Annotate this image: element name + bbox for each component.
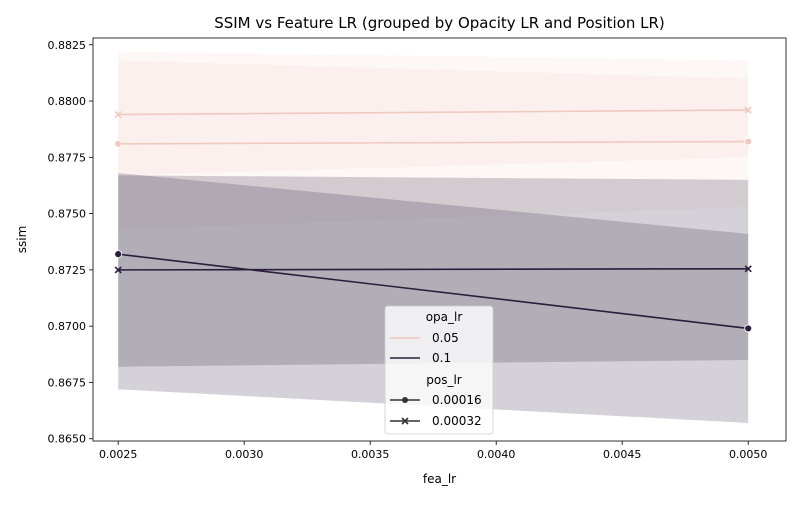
data-point-opa-0.1-pos-0.00032 bbox=[114, 266, 122, 274]
legend-style-title: pos_lr bbox=[426, 373, 462, 387]
x-tick-label: 0.0040 bbox=[477, 448, 516, 461]
y-tick-label: 0.8700 bbox=[48, 320, 87, 333]
y-tick-label: 0.8725 bbox=[48, 264, 87, 277]
data-point-opa-0.05-pos-0.00032 bbox=[114, 110, 122, 119]
y-axis-label: ssim bbox=[15, 226, 29, 254]
series-line-opa-0.05-pos-0.00016 bbox=[118, 140, 749, 145]
legend-marker-x bbox=[401, 417, 409, 425]
chart-title: SSIM vs Feature LR (grouped by Opacity L… bbox=[214, 14, 665, 32]
y-tick-label: 0.8775 bbox=[48, 151, 87, 164]
legend: opa_lr 0.05 0.1 pos_lr 0.00016 0.00032 bbox=[384, 305, 494, 435]
x-axis-ticks: 0.0025 0.0030 0.0035 0.0040 0.0045 0.0050 bbox=[99, 441, 768, 461]
confidence-bands bbox=[118, 51, 749, 423]
x-axis-label: fea_lr bbox=[423, 472, 456, 486]
data-point-opa-0.05-pos-0.00016 bbox=[114, 139, 123, 148]
series-line-opa-0.05-pos-0.00032 bbox=[118, 109, 749, 116]
legend-label-opa-0.05: 0.05 bbox=[432, 331, 459, 345]
data-point-opa-0.1-pos-0.00032 bbox=[744, 265, 752, 273]
legend-label-opa-0.1: 0.1 bbox=[432, 351, 451, 365]
data-point-opa-0.1-pos-0.00016 bbox=[744, 324, 753, 333]
x-tick-label: 0.0025 bbox=[99, 448, 138, 461]
legend-label-pos-0.00016: 0.00016 bbox=[432, 393, 482, 407]
x-tick-label: 0.0050 bbox=[729, 448, 768, 461]
y-tick-label: 0.8800 bbox=[48, 95, 87, 108]
series-markers bbox=[114, 106, 753, 333]
legend-hue-title: opa_lr bbox=[426, 310, 463, 324]
x-tick-label: 0.0035 bbox=[351, 448, 390, 461]
legend-marker-circle bbox=[402, 397, 408, 403]
ci-band-opa-0.05-pos-0.00032 bbox=[118, 51, 749, 176]
data-point-opa-0.1-pos-0.00016 bbox=[114, 250, 123, 259]
data-point-opa-0.05-pos-0.00032 bbox=[744, 106, 752, 114]
legend-label-pos-0.00032: 0.00032 bbox=[432, 414, 482, 428]
y-tick-label: 0.8675 bbox=[48, 376, 87, 389]
ci-band-opa-0.05-pos-0.00016 bbox=[118, 60, 749, 230]
series-lines bbox=[118, 109, 749, 330]
plot-frame bbox=[92, 37, 787, 442]
data-point-opa-0.05-pos-0.00016 bbox=[744, 137, 753, 146]
y-axis-ticks: 0.8650 0.8675 0.8700 0.8725 0.8750 0.8775 0.88… bbox=[48, 39, 93, 446]
x-tick-label: 0.0045 bbox=[603, 448, 642, 461]
x-tick-label: 0.0030 bbox=[225, 448, 264, 461]
series-line-opa-0.1-pos-0.00016 bbox=[118, 253, 749, 330]
series-line-opa-0.1-pos-0.00032 bbox=[118, 267, 749, 271]
y-tick-label: 0.8750 bbox=[48, 208, 87, 221]
y-tick-label: 0.8650 bbox=[48, 433, 87, 446]
ci-band-opa-0.1-pos-0.00032 bbox=[118, 175, 749, 423]
y-tick-label: 0.8825 bbox=[48, 39, 87, 52]
